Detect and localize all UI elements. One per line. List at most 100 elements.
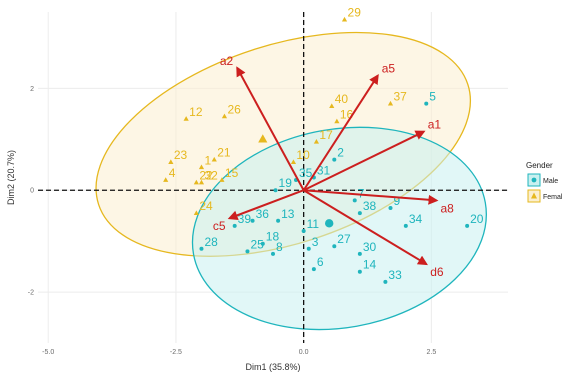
x-tick-label-3: 2.5	[427, 349, 437, 356]
point-label-11: 11	[307, 217, 320, 231]
x-tick-label-0: -5.0	[42, 349, 54, 356]
vector-label-a2: a2	[220, 54, 234, 68]
ellipse-male	[191, 126, 487, 331]
vector-c5	[227, 189, 305, 221]
point-6	[311, 267, 316, 272]
point-label-35: 35	[299, 166, 313, 180]
point-3	[306, 246, 311, 251]
point-label-38: 38	[363, 199, 377, 213]
point-7	[352, 198, 357, 203]
point-4	[163, 177, 169, 182]
point-label-40: 40	[335, 92, 349, 106]
y-axis-label: Dim2 (20.7%)	[6, 150, 16, 205]
point-25	[245, 249, 250, 254]
point-14	[357, 269, 362, 274]
legend-label-femal: Femal	[543, 194, 563, 201]
point-label-24: 24	[199, 199, 213, 213]
vector-label-a1: a1	[428, 118, 442, 132]
point-label-37: 37	[394, 90, 408, 104]
point-label-39: 39	[238, 212, 252, 226]
point-22	[193, 179, 199, 185]
point-label-2: 2	[337, 146, 344, 160]
point-11	[301, 228, 306, 233]
point-40	[329, 103, 335, 109]
point-5	[424, 101, 429, 106]
point-label-20: 20	[470, 212, 484, 226]
point-label-15: 15	[225, 166, 239, 180]
point-label-5: 5	[429, 90, 436, 104]
point-9	[388, 206, 393, 211]
point-label-31: 31	[317, 164, 331, 178]
point-36	[250, 218, 255, 223]
legend-label-male: Male	[543, 178, 558, 185]
point-label-25: 25	[250, 237, 264, 251]
legend-marker-male	[531, 177, 537, 183]
point-label-18: 18	[266, 230, 280, 244]
centroid-male	[324, 219, 334, 228]
point-label-36: 36	[256, 207, 270, 221]
zero-lines	[38, 12, 508, 343]
vector-label-a8: a8	[440, 201, 454, 215]
point-label-13: 13	[281, 207, 295, 221]
point-33	[383, 279, 388, 284]
point-8	[271, 251, 275, 256]
point-label-4: 4	[169, 166, 176, 180]
point-label-27: 27	[337, 232, 351, 246]
point-24	[193, 210, 199, 215]
point-13	[276, 218, 281, 223]
x-axis-label: Dim1 (35.8%)	[245, 362, 300, 372]
legend: Gender Male Femal	[526, 161, 563, 203]
point-label-33: 33	[388, 268, 402, 282]
vector-a5	[302, 73, 379, 191]
point-26	[221, 113, 228, 119]
vector-d6	[303, 189, 428, 266]
point-label-17: 17	[319, 128, 333, 142]
point-label-8: 8	[276, 240, 283, 254]
point-label-22: 22	[199, 169, 213, 183]
point-label-9: 9	[394, 194, 401, 208]
point-29	[341, 16, 348, 22]
point-30	[357, 251, 362, 256]
vector-label-d6: d6	[430, 265, 444, 279]
point-label-23: 23	[174, 148, 188, 162]
vector-a1	[303, 130, 426, 192]
point-39	[232, 223, 237, 228]
vector-label-a5: a5	[382, 62, 396, 76]
x-tick-label-2: 0.0	[299, 349, 309, 356]
legend-title: Gender	[526, 161, 553, 170]
x-tick-label-1: -2.5	[170, 349, 182, 356]
vector-label-c5: c5	[213, 219, 226, 233]
point-label-1: 1	[204, 153, 211, 167]
point-28	[199, 246, 204, 251]
point-label-3: 3	[312, 235, 319, 249]
point-label-21: 21	[217, 146, 231, 160]
point-21	[211, 156, 217, 162]
centroid-femal	[258, 134, 268, 143]
point-label-14: 14	[363, 258, 377, 272]
point-19	[273, 188, 278, 193]
legend-marker-femal	[531, 192, 537, 199]
point-label-6: 6	[317, 255, 324, 269]
point-20	[465, 223, 470, 228]
point-12	[183, 116, 189, 121]
point-1	[198, 164, 205, 170]
point-label-34: 34	[409, 212, 423, 226]
point-label-19: 19	[279, 176, 293, 190]
confidence-ellipses	[95, 31, 487, 331]
point-16	[334, 118, 340, 124]
point-label-30: 30	[363, 240, 377, 254]
point-label-12: 12	[189, 105, 203, 119]
point-label-10: 10	[296, 148, 310, 162]
point-label-26: 26	[227, 102, 241, 116]
point-32	[198, 179, 205, 185]
point-17	[313, 139, 320, 144]
point-23	[168, 159, 174, 165]
point-38	[357, 211, 362, 216]
point-15	[219, 177, 225, 182]
vector-a8	[303, 189, 439, 205]
y-tick-label-0: -2	[28, 290, 34, 297]
point-18	[260, 241, 265, 246]
vector-a2	[236, 66, 305, 191]
